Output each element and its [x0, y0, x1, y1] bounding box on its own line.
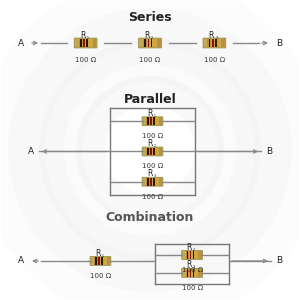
- Bar: [151, 38, 152, 47]
- Bar: [187, 251, 188, 259]
- Bar: [190, 269, 191, 277]
- Text: ₂: ₂: [193, 247, 195, 252]
- Text: B: B: [276, 38, 282, 47]
- Bar: [159, 148, 162, 155]
- Bar: [153, 117, 154, 125]
- Bar: [156, 148, 158, 155]
- Text: R: R: [209, 31, 214, 40]
- Bar: [157, 38, 161, 47]
- Bar: [101, 257, 103, 265]
- Bar: [153, 148, 154, 155]
- Bar: [95, 257, 97, 265]
- Text: Series: Series: [128, 11, 172, 24]
- Bar: [212, 38, 214, 47]
- Bar: [98, 257, 100, 265]
- Text: Parallel: Parallel: [124, 92, 176, 106]
- Bar: [147, 117, 149, 125]
- Bar: [186, 269, 189, 277]
- Bar: [143, 38, 147, 47]
- Bar: [153, 178, 154, 186]
- Text: A: A: [18, 38, 24, 47]
- Bar: [193, 251, 194, 259]
- Bar: [159, 178, 162, 186]
- FancyBboxPatch shape: [142, 177, 163, 186]
- Bar: [147, 148, 149, 155]
- Bar: [150, 148, 152, 155]
- Text: 100 Ω: 100 Ω: [142, 194, 163, 200]
- FancyBboxPatch shape: [182, 268, 202, 277]
- Bar: [187, 269, 188, 277]
- Bar: [221, 38, 225, 47]
- Text: Combination: Combination: [106, 212, 194, 224]
- Bar: [80, 38, 82, 47]
- Text: A: A: [18, 256, 24, 266]
- Bar: [83, 38, 85, 47]
- Bar: [198, 251, 202, 259]
- Bar: [186, 251, 189, 259]
- Bar: [86, 38, 88, 47]
- Bar: [79, 38, 83, 47]
- Bar: [156, 117, 158, 125]
- Bar: [150, 178, 152, 186]
- Bar: [215, 38, 217, 47]
- Bar: [144, 38, 146, 47]
- Bar: [90, 38, 91, 47]
- Bar: [146, 117, 150, 125]
- Bar: [196, 269, 197, 277]
- Bar: [198, 269, 202, 277]
- Text: R: R: [147, 169, 152, 178]
- FancyBboxPatch shape: [74, 38, 97, 48]
- Text: 100 Ω: 100 Ω: [182, 285, 203, 291]
- Text: ₁: ₁: [87, 34, 88, 40]
- FancyBboxPatch shape: [142, 117, 163, 126]
- Text: R: R: [186, 243, 192, 252]
- Text: 100 Ω: 100 Ω: [75, 57, 96, 63]
- Text: R: R: [95, 248, 100, 257]
- Bar: [94, 257, 98, 265]
- Bar: [146, 148, 150, 155]
- Bar: [154, 38, 156, 47]
- Text: ₃: ₃: [153, 173, 155, 178]
- Text: 100 Ω: 100 Ω: [142, 164, 163, 169]
- Bar: [196, 251, 197, 259]
- Text: ₃: ₃: [215, 34, 217, 40]
- Text: ₃: ₃: [193, 264, 195, 269]
- Text: ₁: ₁: [154, 113, 155, 118]
- FancyBboxPatch shape: [90, 256, 111, 266]
- Bar: [150, 117, 152, 125]
- FancyBboxPatch shape: [139, 38, 161, 48]
- Bar: [193, 269, 194, 277]
- Bar: [146, 178, 150, 186]
- Text: 100 Ω: 100 Ω: [182, 267, 203, 273]
- FancyBboxPatch shape: [182, 250, 202, 260]
- Bar: [207, 38, 211, 47]
- Text: 100 Ω: 100 Ω: [142, 133, 163, 139]
- Bar: [107, 257, 110, 265]
- Text: 100 Ω: 100 Ω: [90, 273, 111, 279]
- Text: ₂: ₂: [154, 143, 155, 148]
- Bar: [156, 178, 158, 186]
- Bar: [148, 38, 149, 47]
- Bar: [159, 117, 162, 125]
- Bar: [209, 38, 210, 47]
- Bar: [93, 38, 97, 47]
- Bar: [218, 38, 220, 47]
- Text: 100 Ω: 100 Ω: [140, 57, 160, 63]
- Text: B: B: [266, 147, 272, 156]
- Text: R: R: [147, 139, 152, 148]
- FancyBboxPatch shape: [203, 38, 226, 48]
- FancyBboxPatch shape: [142, 147, 163, 156]
- Text: ₁: ₁: [101, 253, 103, 257]
- Text: R: R: [147, 109, 152, 118]
- Text: 100 Ω: 100 Ω: [204, 57, 225, 63]
- Bar: [190, 251, 191, 259]
- Text: ₂: ₂: [151, 34, 153, 40]
- Text: R: R: [144, 31, 150, 40]
- Text: B: B: [276, 256, 282, 266]
- Bar: [104, 257, 106, 265]
- Text: R: R: [186, 260, 192, 269]
- Text: A: A: [28, 147, 34, 156]
- Text: R: R: [80, 31, 85, 40]
- Bar: [147, 178, 149, 186]
